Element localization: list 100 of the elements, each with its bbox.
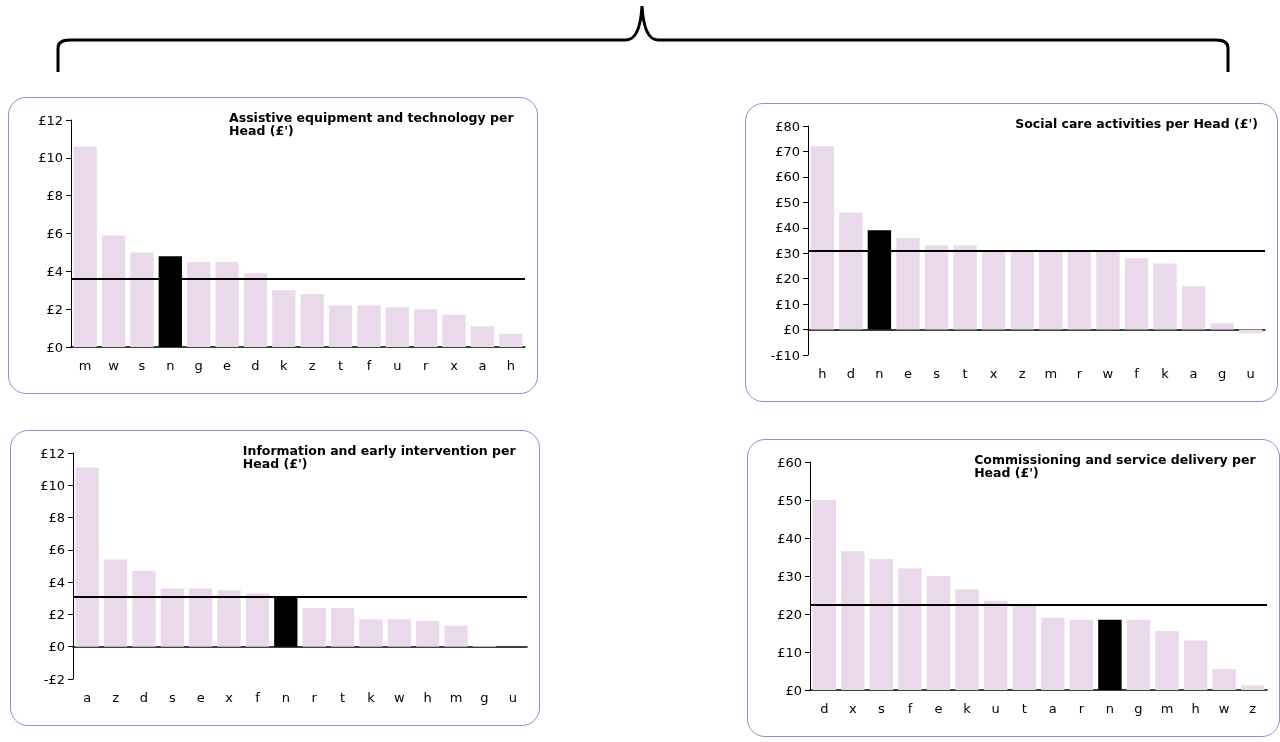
bar [444, 625, 468, 647]
y-tick-label: £30 [775, 245, 800, 261]
y-tick-label: £10 [38, 150, 63, 166]
bar [953, 245, 977, 330]
x-tick-label: z [308, 358, 316, 373]
bar [981, 250, 1006, 330]
x-tick-label: k [367, 690, 376, 705]
x-tick-label: e [903, 366, 912, 381]
x-tick-label: h [423, 690, 432, 705]
bar [272, 290, 296, 347]
y-tick-label: £6 [48, 542, 65, 558]
x-tick-label: e [934, 701, 943, 716]
bar [841, 551, 865, 690]
y-tick-label: £0 [785, 682, 802, 698]
x-tick-label: s [878, 701, 886, 716]
x-tick-label: e [196, 690, 205, 705]
x-tick-label: w [1218, 701, 1230, 716]
x-tick-label: m [449, 690, 463, 705]
bar [1183, 640, 1208, 690]
x-tick-label: n [1105, 701, 1115, 716]
bar [130, 252, 154, 347]
bar [189, 588, 213, 647]
bar [132, 570, 156, 647]
bar [245, 593, 270, 647]
bar [217, 590, 241, 647]
x-tick-label: g [194, 358, 203, 373]
bar [1210, 323, 1234, 330]
bar [215, 261, 239, 347]
x-tick-label: x [225, 690, 234, 705]
y-tick-label: £50 [775, 194, 800, 210]
x-tick-label: n [875, 366, 884, 381]
x-tick-label: r [311, 690, 318, 705]
bar [414, 309, 438, 347]
bar [869, 558, 894, 690]
x-tick-label: d [139, 690, 149, 705]
bar [1155, 631, 1179, 690]
y-tick-label: £20 [775, 271, 800, 287]
x-tick-label: t [1021, 701, 1027, 716]
y-tick-label: £30 [777, 568, 802, 584]
y-tick-label: £70 [775, 143, 800, 159]
bar [416, 620, 440, 647]
x-tick-label: z [112, 690, 120, 705]
bar [983, 600, 1008, 690]
bar [300, 294, 324, 347]
bar [1010, 250, 1034, 330]
bar [896, 237, 920, 330]
bar [955, 589, 979, 690]
bar [1181, 286, 1206, 330]
y-tick-label: -£2 [43, 671, 65, 687]
bar [810, 146, 834, 330]
y-tick-label: £50 [777, 492, 802, 508]
x-tick-label: w [1102, 366, 1114, 381]
x-tick-label: u [991, 701, 1000, 716]
x-tick-label: d [846, 366, 855, 381]
chart-title: Information and early intervention per Head (£') [242, 443, 521, 471]
y-tick-label: £4 [48, 574, 65, 590]
x-tick-label: u [1246, 366, 1255, 381]
x-tick-label: h [818, 366, 827, 381]
x-tick-label: s [168, 690, 176, 705]
y-tick-label: £10 [775, 296, 800, 312]
chart-title: Assistive equipment and technology per Head (£') [229, 110, 519, 138]
chart-title: Commissioning and service delivery per Head (£') [974, 452, 1261, 480]
x-tick-label: t [962, 366, 968, 381]
bar [328, 305, 353, 347]
y-tick-label: £2 [46, 301, 63, 317]
x-tick-label: a [1189, 366, 1198, 381]
bar [1069, 619, 1094, 690]
bar [302, 607, 326, 647]
x-tick-label: a [83, 690, 92, 705]
y-tick-label: £8 [48, 510, 65, 526]
y-tick-label: £10 [777, 644, 802, 660]
bar [839, 212, 863, 330]
y-tick-label: £2 [48, 606, 65, 622]
bar [1126, 619, 1151, 690]
x-tick-label: g [1134, 701, 1143, 716]
y-tick-label: £40 [777, 530, 802, 546]
bar [187, 261, 211, 347]
x-tick-label: m [78, 358, 92, 373]
x-tick-label: w [393, 690, 405, 705]
bar [101, 235, 126, 347]
bar [75, 467, 99, 647]
y-tick-label: £0 [48, 639, 65, 655]
y-tick-label: £0 [46, 339, 63, 355]
x-tick-label: d [251, 358, 260, 373]
x-tick-label: x [989, 366, 998, 381]
x-tick-label: x [450, 358, 459, 373]
bar [330, 607, 355, 647]
bar [73, 146, 97, 347]
x-tick-label: d [820, 701, 829, 716]
y-tick-label: £6 [46, 226, 63, 241]
x-tick-label: a [1048, 701, 1057, 716]
bar [499, 333, 523, 347]
x-tick-label: w [108, 358, 120, 373]
x-tick-label: t [338, 358, 344, 373]
x-tick-label: m [1044, 366, 1058, 381]
x-tick-label: f [366, 358, 372, 373]
x-tick-label: a [478, 358, 487, 373]
bar [442, 314, 466, 347]
bar [924, 245, 949, 330]
y-tick-label: £8 [46, 188, 63, 204]
